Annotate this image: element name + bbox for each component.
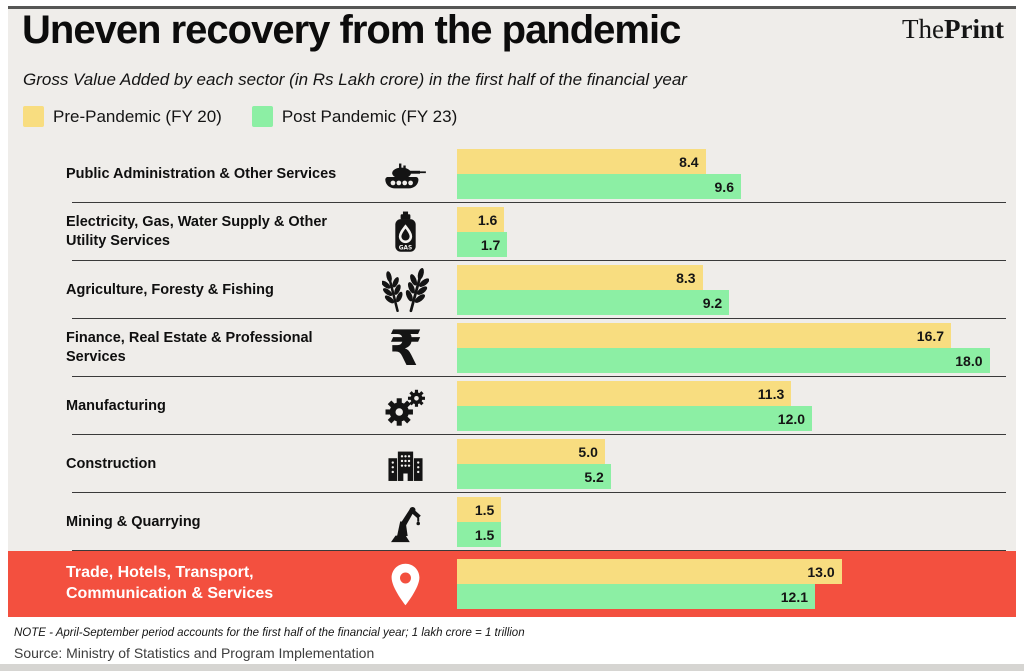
chart-row: Construction 5.0 5.2 [8, 435, 1016, 493]
chart-rows: Public Administration & Other Services 8… [8, 145, 1016, 617]
bottom-strip [0, 664, 1024, 671]
row-separator [72, 434, 1006, 435]
bar-value-label: 1.6 [477, 211, 498, 228]
bar-value-label: 5.2 [584, 468, 604, 485]
chart-row: Manufacturing 11.3 12.0 [8, 377, 1016, 435]
bar-pre-pandemic: 5.0 [457, 439, 605, 464]
bar-post-pandemic: 9.2 [457, 290, 730, 315]
bar-value-label: 1.5 [474, 526, 495, 543]
row-bars: 13.0 12.1 [457, 559, 1006, 609]
row-label: Agriculture, Foresty & Fishing [66, 281, 274, 298]
bar-value-label: 9.6 [714, 178, 734, 195]
bar-value-label: 12.1 [780, 588, 808, 605]
bar-post-pandemic: 18.0 [457, 348, 990, 373]
row-separator [72, 376, 1006, 377]
row-bars: 5.0 5.2 [457, 439, 1006, 489]
chart-header: Uneven recovery from the pandemic ThePri… [8, 6, 1016, 145]
row-bars: 11.3 12.0 [457, 381, 1006, 431]
bar-pre-pandemic: 8.4 [457, 149, 706, 174]
bar-value-label: 9.2 [702, 294, 723, 311]
bar-value-label: 11.3 [757, 385, 785, 402]
legend-label: Post Pandemic (FY 23) [281, 106, 458, 126]
tank-icon [353, 151, 457, 198]
row-separator [72, 550, 1006, 551]
excavator-icon [353, 499, 457, 546]
bar-pre-pandemic: 11.3 [457, 381, 792, 406]
bar-value-label: 1.5 [474, 501, 495, 518]
legend-item-pre-pandemic: Pre-Pandemic (FY 20) [23, 106, 222, 127]
chart-row: Agriculture, Foresty & Fishing 8.3 9.2 [8, 261, 1016, 319]
row-label: Mining & Quarrying [66, 513, 201, 530]
legend: Pre-Pandemic (FY 20) Post Pandemic (FY 2… [23, 106, 457, 127]
bar-value-label: 18.0 [955, 352, 983, 369]
row-label: Electricity, Gas, Water Supply & Other U… [66, 214, 328, 249]
chart-row: Trade, Hotels, Transport, Communication … [8, 551, 1016, 617]
row-bars: 1.6 1.7 [457, 207, 1006, 257]
logo-the: The [902, 14, 944, 44]
bar-value-label: 1.7 [480, 236, 501, 253]
row-label: Public Administration & Other Services [66, 165, 337, 182]
row-bars: 16.7 18.0 [457, 323, 1006, 373]
bar-pre-pandemic: 8.3 [457, 265, 703, 290]
page-title: Uneven recovery from the pandemic [22, 8, 681, 52]
bar-value-label: 13.0 [807, 563, 835, 580]
bar-pre-pandemic: 13.0 [457, 559, 842, 584]
gears-icon [353, 383, 457, 430]
row-label: Trade, Hotels, Transport, Communication … [66, 564, 274, 602]
bar-value-label: 8.4 [679, 153, 699, 170]
legend-swatch-pre-pandemic [23, 106, 44, 127]
gas-cylinder-icon [353, 209, 457, 256]
chart-card: Uneven recovery from the pandemic ThePri… [8, 6, 1016, 617]
legend-item-post-pandemic: Post Pandemic (FY 23) [251, 106, 458, 127]
bar-post-pandemic: 1.7 [457, 232, 508, 257]
chart-row: Public Administration & Other Services 8… [8, 145, 1016, 203]
row-bars: 8.3 9.2 [457, 265, 1006, 315]
row-separator [72, 318, 1006, 319]
bar-post-pandemic: 5.2 [457, 464, 611, 489]
bar-value-label: 12.0 [777, 410, 806, 427]
row-separator [72, 260, 1006, 261]
chart-subtitle: Gross Value Added by each sector (in Rs … [23, 70, 687, 89]
row-separator [72, 492, 1006, 493]
row-separator [72, 202, 1006, 203]
bar-post-pandemic: 12.1 [457, 584, 815, 609]
chart-row: Mining & Quarrying 1.5 1.5 [8, 493, 1016, 551]
logo-print: Print [944, 14, 1004, 44]
bar-pre-pandemic: 1.6 [457, 207, 505, 232]
row-label: Finance, Real Estate & Professional Serv… [66, 330, 313, 365]
theprint-logo: ThePrint [902, 14, 1004, 45]
note-text: NOTE - April-September period accounts f… [14, 627, 525, 639]
chart-row: Finance, Real Estate & Professional Serv… [8, 319, 1016, 377]
bar-post-pandemic: 12.0 [457, 406, 813, 431]
bar-pre-pandemic: 16.7 [457, 323, 952, 348]
row-label: Construction [66, 455, 157, 472]
location-pin-icon [353, 561, 457, 608]
legend-label: Pre-Pandemic (FY 20) [53, 106, 222, 126]
wheat-icon [353, 267, 457, 314]
building-icon [353, 441, 457, 488]
legend-swatch-post-pandemic [251, 106, 273, 127]
row-bars: 1.5 1.5 [457, 497, 1006, 547]
bar-pre-pandemic: 1.5 [457, 497, 502, 522]
row-bars: 8.4 9.6 [457, 149, 1006, 199]
bar-value-label: 5.0 [578, 443, 598, 460]
chart-row: Electricity, Gas, Water Supply & Other U… [8, 203, 1016, 261]
bar-post-pandemic: 1.5 [457, 522, 502, 547]
row-label: Manufacturing [66, 397, 166, 414]
bar-value-label: 16.7 [916, 327, 945, 344]
source-text: Source: Ministry of Statistics and Progr… [14, 645, 375, 661]
rupee-icon [353, 325, 457, 372]
bar-value-label: 8.3 [676, 269, 696, 286]
bar-post-pandemic: 9.6 [457, 174, 741, 199]
